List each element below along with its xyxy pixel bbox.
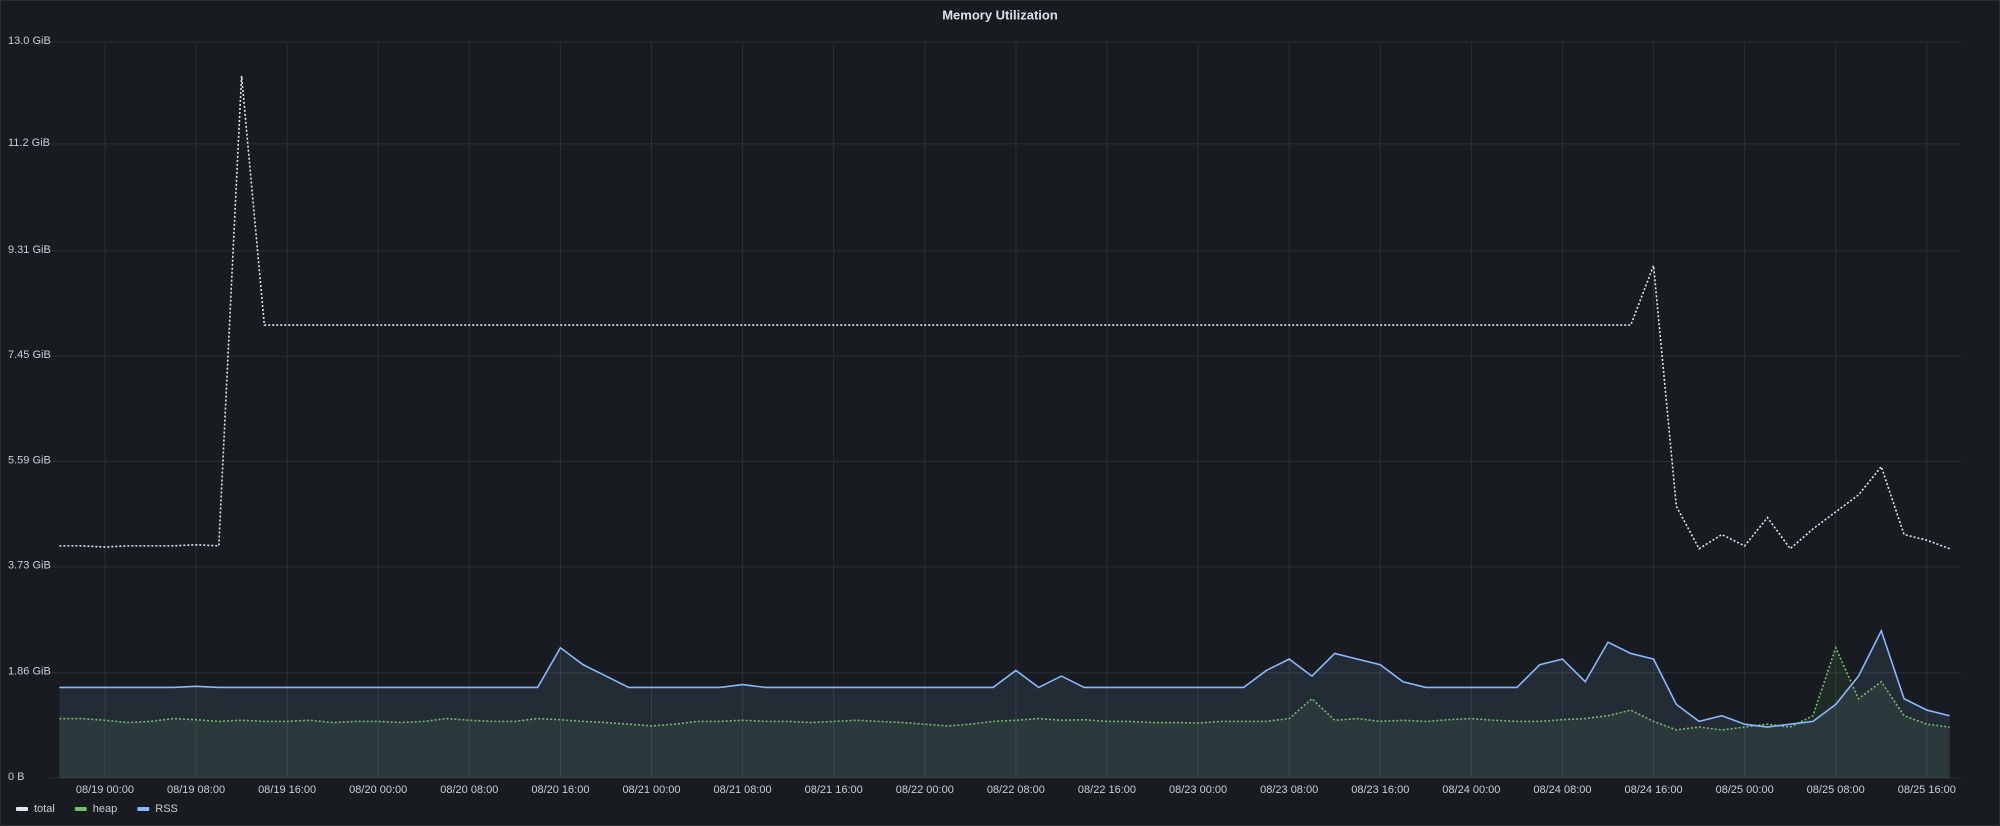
x-tick-label: 08/19 00:00 <box>76 784 134 796</box>
legend-swatch <box>16 807 28 811</box>
y-tick-label: 11.2 GiB <box>8 137 50 149</box>
area <box>59 630 1950 778</box>
y-tick-label: 1.86 GiB <box>8 666 51 678</box>
x-tick-label: 08/21 16:00 <box>805 784 863 796</box>
x-tick-label: 08/25 16:00 <box>1898 784 1956 796</box>
x-tick-label: 08/24 00:00 <box>1442 784 1500 796</box>
y-tick-label: 13.0 GiB <box>8 35 51 47</box>
series-line <box>59 75 1950 550</box>
x-tick-label: 08/19 08:00 <box>167 784 225 796</box>
x-tick-label: 08/25 00:00 <box>1716 784 1774 796</box>
series-line <box>59 628 1950 728</box>
legend-swatch <box>137 807 150 811</box>
x-tick-label: 08/21 08:00 <box>714 784 772 796</box>
x-tick-label: 08/21 00:00 <box>622 784 680 796</box>
area <box>59 647 1950 778</box>
y-tick-label: 3.73 GiB <box>8 560 51 572</box>
x-tick-label: 08/23 08:00 <box>1260 784 1318 796</box>
x-tick-label: 08/23 16:00 <box>1351 784 1409 796</box>
y-tick-label: 9.31 GiB <box>8 244 51 256</box>
x-tick-label: 08/20 16:00 <box>531 784 589 796</box>
legend-label: heap <box>93 803 117 815</box>
x-tick-label: 08/22 16:00 <box>1078 784 1136 796</box>
x-tick-label: 08/19 16:00 <box>258 784 316 796</box>
x-tick-label: 08/25 08:00 <box>1807 784 1865 796</box>
x-tick-label: 08/22 08:00 <box>987 784 1045 796</box>
x-tick-label: 08/20 08:00 <box>440 784 498 796</box>
x-tick-label: 08/24 08:00 <box>1533 784 1591 796</box>
x-tick-label: 08/22 00:00 <box>896 784 954 796</box>
legend-label: total <box>34 803 55 815</box>
legend-label: RSS <box>155 803 178 815</box>
y-tick-label: 7.45 GiB <box>8 349 51 361</box>
chart-title: Memory Utilization <box>942 7 1058 22</box>
x-tick-label: 08/24 16:00 <box>1624 784 1682 796</box>
legend-swatch <box>74 807 87 811</box>
x-tick-label: 08/23 00:00 <box>1169 784 1227 796</box>
y-tick-label: 5.59 GiB <box>8 454 51 466</box>
y-tick-label: 0 B <box>8 771 25 783</box>
x-tick-label: 08/20 00:00 <box>349 784 407 796</box>
